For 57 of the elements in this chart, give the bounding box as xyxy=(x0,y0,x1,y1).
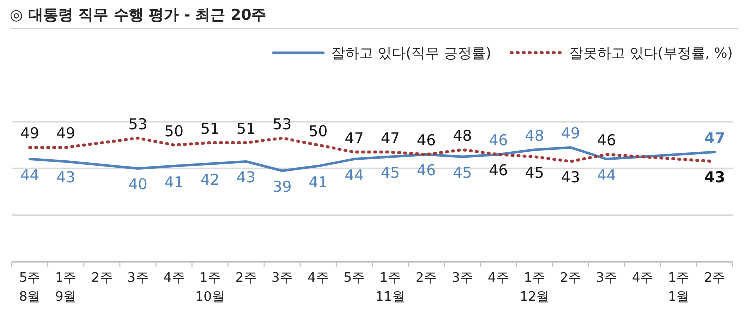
x-tick-label: 4주 xyxy=(632,271,654,286)
data-label: 45 xyxy=(525,164,544,182)
data-label: 49 xyxy=(20,124,40,143)
x-tick-label: 5주 xyxy=(344,271,366,286)
data-label: 44 xyxy=(597,166,616,184)
data-label: 43 xyxy=(561,168,580,187)
x-tick-label: 5주 8월 xyxy=(19,271,41,305)
x-tick-label: 2주 xyxy=(560,271,582,286)
data-label: 40 xyxy=(128,176,148,194)
x-tick-label: 3주 xyxy=(596,271,618,286)
x-tick-label: 3주 xyxy=(272,271,294,286)
x-tick-label: 2주 xyxy=(704,271,726,286)
data-label: 43 xyxy=(56,168,76,187)
legend-label: 잘못하고 있다(부정률, %) xyxy=(569,46,733,62)
data-label: 53 xyxy=(128,115,148,134)
x-tick-label: 4주 xyxy=(308,271,330,286)
x-tick-label: 1주 11월 xyxy=(376,271,406,305)
data-label: 44 xyxy=(20,166,40,184)
x-tick-label: 2주 xyxy=(236,271,257,286)
data-label: 50 xyxy=(164,122,184,140)
chart-title: ◎ 대통령 직무 수행 평가 - 최근 20주 xyxy=(10,6,267,24)
data-label: 50 xyxy=(308,122,328,140)
data-label: 51 xyxy=(200,120,220,138)
data-label: 47 xyxy=(344,129,364,148)
x-tick-label: 3주 xyxy=(128,271,149,286)
data-label: 43 xyxy=(704,168,726,187)
data-label: 42 xyxy=(200,171,220,189)
data-label: 46 xyxy=(489,132,508,150)
data-label: 46 xyxy=(417,162,436,180)
legend-label: 잘하고 있다(직무 긍정률) xyxy=(332,46,492,62)
x-tick-label: 1주 12월 xyxy=(520,271,550,305)
data-label: 49 xyxy=(561,124,580,143)
data-label: 45 xyxy=(380,164,400,182)
x-tick-label: 2주 xyxy=(416,271,438,286)
x-tick-label: 1주 1월 xyxy=(668,271,690,305)
data-label: 46 xyxy=(597,132,616,150)
data-label: 47 xyxy=(704,129,726,148)
x-tick-label: 1주 10월 xyxy=(196,271,226,305)
x-tick-label: 4주 xyxy=(488,271,510,286)
x-tick-label: 3주 xyxy=(452,271,474,286)
data-label: 45 xyxy=(453,164,472,182)
data-label: 43 xyxy=(236,168,256,187)
x-tick-label: 4주 xyxy=(164,271,185,286)
data-label: 41 xyxy=(164,173,184,192)
data-label: 41 xyxy=(308,173,328,192)
data-label: 39 xyxy=(272,178,292,196)
x-tick-label: 1주 9월 xyxy=(55,271,77,305)
data-label: 47 xyxy=(380,129,400,148)
data-label: 46 xyxy=(417,132,436,150)
data-label: 48 xyxy=(453,127,472,145)
data-label: 51 xyxy=(236,120,256,138)
x-tick-label: 2주 xyxy=(91,271,113,286)
data-label: 48 xyxy=(525,127,544,145)
data-label: 53 xyxy=(272,115,292,134)
data-label: 49 xyxy=(56,124,76,143)
data-label: 44 xyxy=(344,166,364,184)
data-label: 46 xyxy=(489,162,508,180)
